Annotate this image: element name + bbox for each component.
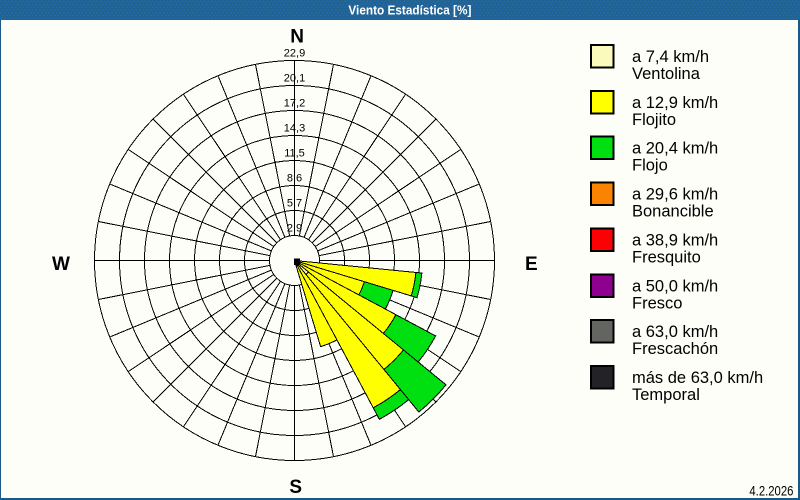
svg-text:4.2.2026: 4.2.2026 bbox=[749, 483, 793, 499]
svg-text:Flojito: Flojito bbox=[632, 111, 676, 129]
svg-text:22,9: 22,9 bbox=[284, 48, 305, 60]
svg-text:a 7,4 km/h: a 7,4 km/h bbox=[632, 48, 709, 66]
svg-text:Frescachón: Frescachón bbox=[632, 340, 718, 358]
svg-text:a 20,4 km/h: a 20,4 km/h bbox=[632, 140, 718, 158]
svg-text:Temporal: Temporal bbox=[632, 386, 700, 404]
svg-text:Ventolina: Ventolina bbox=[632, 65, 701, 83]
svg-text:Fresco: Fresco bbox=[632, 294, 682, 312]
svg-text:8,6: 8,6 bbox=[287, 173, 302, 185]
svg-text:Viento Estadística [%]: Viento Estadística [%] bbox=[348, 2, 471, 17]
svg-text:Bonancible: Bonancible bbox=[632, 203, 714, 221]
svg-text:a 29,6 km/h: a 29,6 km/h bbox=[632, 186, 718, 204]
svg-text:N: N bbox=[290, 26, 304, 47]
svg-text:más de 63,0 km/h: más de 63,0 km/h bbox=[632, 369, 763, 387]
svg-text:a 63,0 km/h: a 63,0 km/h bbox=[632, 323, 718, 341]
svg-text:14,3: 14,3 bbox=[284, 123, 305, 135]
svg-text:2,9: 2,9 bbox=[287, 223, 302, 235]
svg-text:a 50,0 km/h: a 50,0 km/h bbox=[632, 277, 718, 295]
svg-text:E: E bbox=[525, 254, 538, 275]
svg-text:5,7: 5,7 bbox=[287, 198, 302, 210]
svg-text:11,5: 11,5 bbox=[284, 148, 305, 160]
svg-text:Fresquito: Fresquito bbox=[632, 248, 701, 266]
svg-text:20,1: 20,1 bbox=[284, 73, 305, 85]
svg-text:a 12,9 km/h: a 12,9 km/h bbox=[632, 94, 718, 112]
svg-text:Flojo: Flojo bbox=[632, 157, 668, 175]
svg-text:W: W bbox=[52, 254, 70, 275]
svg-text:a 38,9 km/h: a 38,9 km/h bbox=[632, 231, 718, 249]
svg-text:S: S bbox=[289, 477, 302, 498]
svg-text:17,2: 17,2 bbox=[284, 98, 305, 110]
